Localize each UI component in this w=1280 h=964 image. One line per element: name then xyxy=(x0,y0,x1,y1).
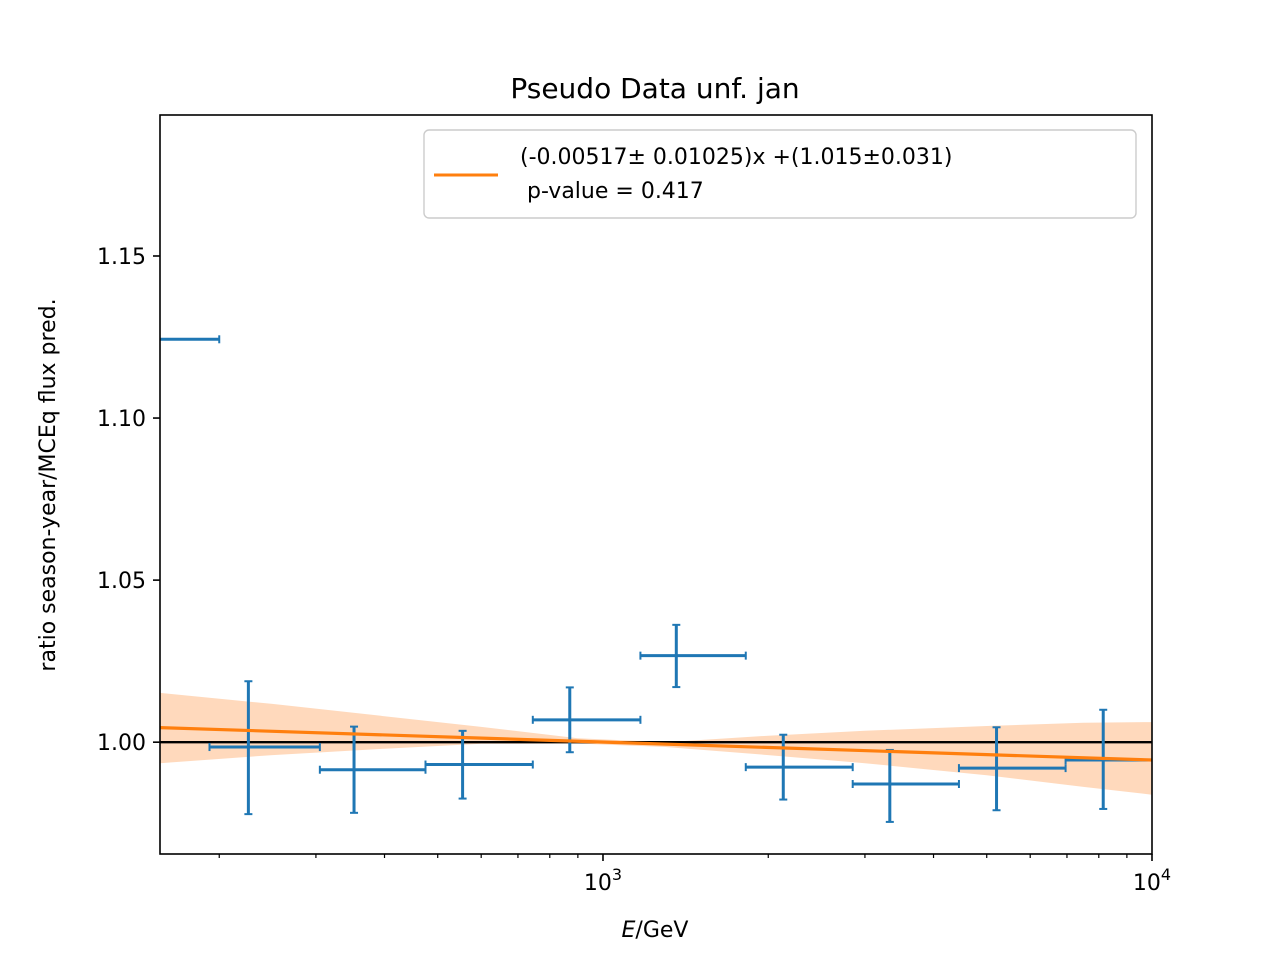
x-axis-label: E/GeV xyxy=(622,918,689,943)
legend-label-fit: (-0.00517± 0.01025)x +(1.015±0.031) xyxy=(520,145,953,170)
y-tick-label: 1.15 xyxy=(97,245,146,270)
fit-line xyxy=(160,725,1152,762)
legend: (-0.00517± 0.01025)x +(1.015±0.031) p-va… xyxy=(423,129,1137,219)
x-tick-base: 10 xyxy=(1133,871,1161,896)
data-point xyxy=(160,335,221,344)
data-point xyxy=(208,680,321,816)
y-tick-label: 1.00 xyxy=(97,731,146,756)
y-axis-label: ratio season-year/MCEq flux pred. xyxy=(36,298,61,671)
x-tick-label: 103 xyxy=(584,865,622,896)
x-tick-exponent: 4 xyxy=(1161,865,1171,884)
data-point xyxy=(744,733,854,801)
y-tick-label: 1.05 xyxy=(97,569,146,594)
axes-frame xyxy=(159,114,1153,855)
x-axis-label-italic: E xyxy=(622,918,636,943)
data-point xyxy=(639,623,747,689)
x-tick-exponent: 3 xyxy=(612,865,622,884)
chart-title: Pseudo Data unf. jan xyxy=(510,72,799,105)
legend-label-pvalue: p-value = 0.417 xyxy=(520,179,704,204)
data-point xyxy=(318,725,427,814)
plot-area xyxy=(160,335,1152,823)
x-tick-label: 104 xyxy=(1133,865,1171,896)
data-point xyxy=(957,726,1067,812)
data-point xyxy=(424,729,534,800)
x-tick-base: 10 xyxy=(584,871,612,896)
x-axis-label-rest: /GeV xyxy=(635,918,688,943)
y-tick-label: 1.10 xyxy=(97,407,146,432)
legend-box xyxy=(423,129,1137,219)
